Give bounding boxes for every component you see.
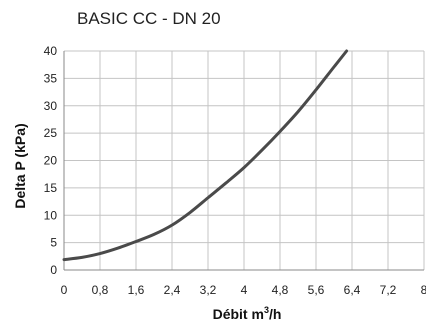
x-tick-label: 1,6 [128,283,145,297]
grid [63,50,425,271]
x-tick-label: 8 [421,283,426,297]
x-axis-label-tail: /h [269,306,281,322]
y-tick-labels: 0 5 10 15 20 25 30 35 40 [44,44,58,277]
y-tick-label: 15 [44,181,58,195]
series-line [62,49,349,262]
x-tick-label: 4,8 [272,283,289,297]
y-axis-label: Delta P (kPa) [12,123,28,208]
y-tick-label: 30 [44,99,58,113]
y-tick-label: 25 [44,126,58,140]
x-tick-label: 0,8 [92,283,109,297]
x-tick-labels: 0 0,8 1,6 2,4 3,2 4 4,8 5,6 6,4 7,2 8 [61,283,426,297]
x-tick-label: 0 [61,283,68,297]
y-tick-label: 35 [44,71,58,85]
x-tick-label: 4 [241,283,248,297]
series-layer [62,49,349,262]
y-tick-label: 10 [44,208,58,222]
y-tick-label: 5 [50,236,57,250]
x-tick-label: 7,2 [380,283,397,297]
x-tick-label: 3,2 [200,283,217,297]
x-tick-label: 6,4 [344,283,361,297]
y-tick-label: 40 [44,44,58,58]
x-tick-label: 5,6 [308,283,325,297]
x-axis-label: Débit m3/h [213,305,282,322]
y-tick-label: 0 [50,263,57,277]
x-axis-label-main: Débit m [213,306,264,322]
y-tick-label: 20 [44,154,58,168]
x-axis-label-sup: 3 [264,305,269,315]
chart-title: BASIC CC - DN 20 [77,9,221,28]
x-tick-label: 2,4 [164,283,181,297]
